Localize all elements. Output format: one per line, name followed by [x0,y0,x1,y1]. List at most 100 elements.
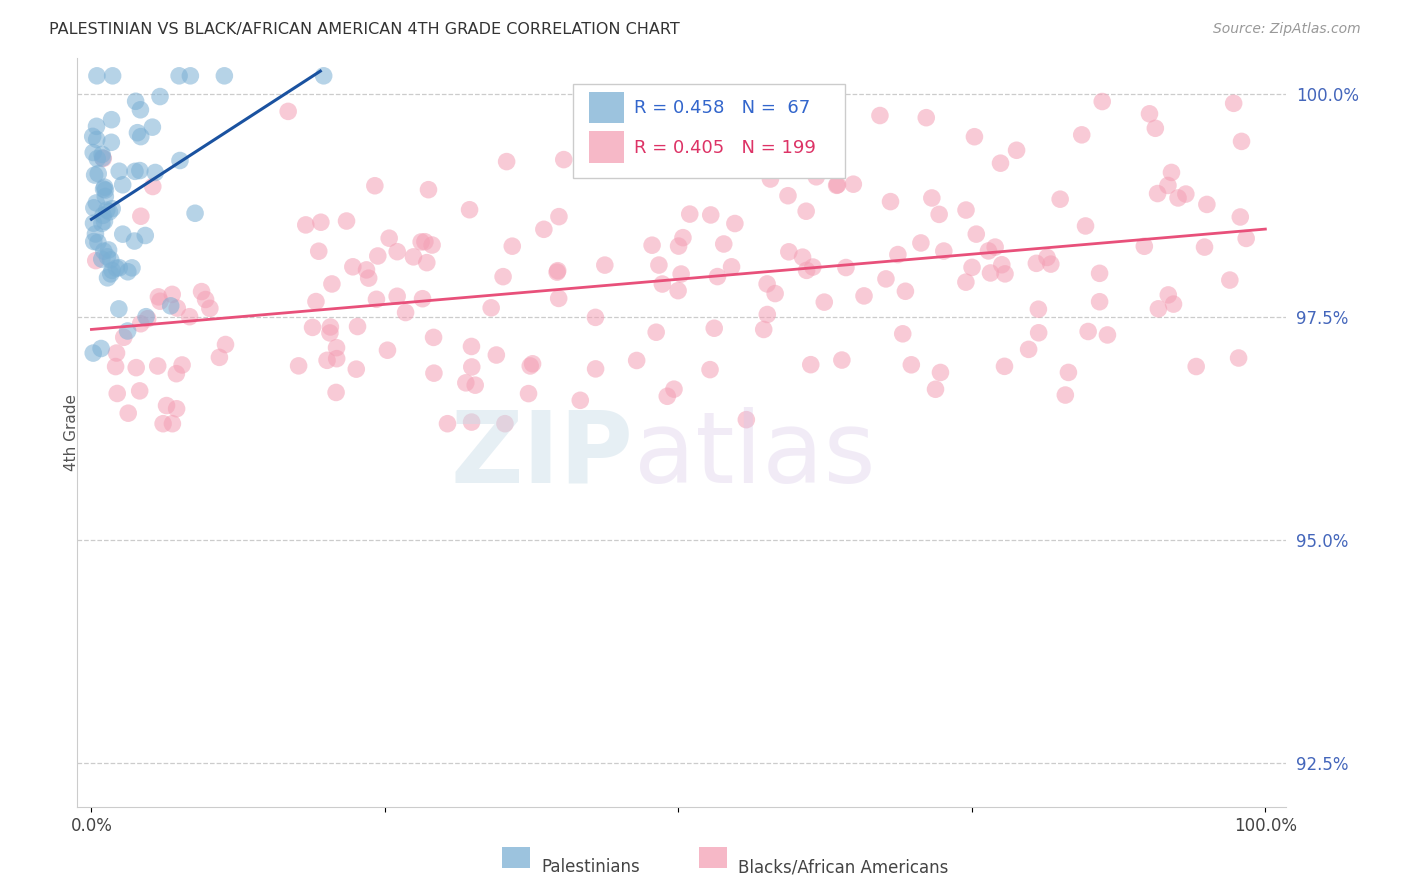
Text: R = 0.405   N = 199: R = 0.405 N = 199 [634,139,815,157]
Point [87,167,110,181]
Point [454,376,477,390]
Point [385,289,408,303]
Point [160,287,183,301]
Point [101,202,124,216]
Point [367,249,389,263]
Point [91,151,114,165]
Point [112,330,135,344]
Point [128,384,150,398]
Point [960,260,983,275]
Point [1234,231,1257,245]
Point [900,358,922,372]
Point [1144,121,1167,136]
Point [662,382,685,396]
Point [364,178,387,193]
Point [86,120,108,134]
Point [141,120,163,135]
Point [86,132,108,146]
Point [1057,366,1080,380]
Point [700,208,723,222]
Point [1174,187,1197,202]
Point [134,228,156,243]
Point [356,263,378,277]
Point [100,252,122,267]
Point [312,69,335,83]
Point [129,129,152,144]
Point [623,121,645,136]
Point [1097,327,1119,342]
Point [129,317,152,331]
Point [97,243,120,257]
Point [827,178,849,192]
Point [979,266,1001,280]
Point [460,415,482,429]
Point [321,277,343,291]
Point [111,178,134,192]
Point [166,401,188,416]
Point [423,366,446,380]
Point [100,112,122,127]
FancyBboxPatch shape [589,92,624,123]
Point [994,267,1017,281]
Point [105,346,128,360]
Point [853,289,876,303]
Point [87,235,110,250]
Point [172,358,194,372]
Point [869,109,891,123]
Point [1230,135,1253,149]
Point [83,235,105,249]
Point [142,179,165,194]
Point [1229,210,1251,224]
Point [111,227,134,242]
Point [121,260,143,275]
Point [166,301,188,315]
Point [546,265,568,279]
Point [651,277,673,291]
Point [162,417,184,431]
Point [583,310,606,325]
Point [1195,197,1218,211]
Point [993,359,1015,374]
Point [1074,219,1097,233]
Point [842,177,865,191]
Point [167,69,190,83]
Point [91,152,114,166]
Point [835,260,858,275]
Point [125,360,148,375]
Point [83,168,105,182]
Point [378,231,401,245]
Point [910,235,932,250]
Point [100,136,122,150]
Point [735,412,758,426]
Point [84,227,107,241]
Point [117,324,139,338]
Point [1088,294,1111,309]
Point [136,311,159,326]
Point [91,208,114,222]
Point [94,189,117,203]
Point [485,348,508,362]
Point [894,285,917,299]
Point [553,153,575,167]
Point [105,386,128,401]
Point [626,353,648,368]
Point [645,325,668,339]
Point [208,351,231,365]
Point [86,69,108,83]
Point [517,386,540,401]
Point [1139,107,1161,121]
Point [143,165,166,179]
Point [1194,240,1216,254]
Point [357,271,380,285]
Point [325,385,347,400]
Point [366,293,388,307]
Point [402,250,425,264]
Point [1028,326,1050,340]
Point [464,378,486,392]
Text: Source: ZipAtlas.com: Source: ZipAtlas.com [1213,22,1361,37]
Y-axis label: 4th Grade: 4th Grade [65,394,79,471]
Point [891,326,914,341]
Point [672,230,695,244]
Point [1222,96,1244,111]
Point [165,367,187,381]
